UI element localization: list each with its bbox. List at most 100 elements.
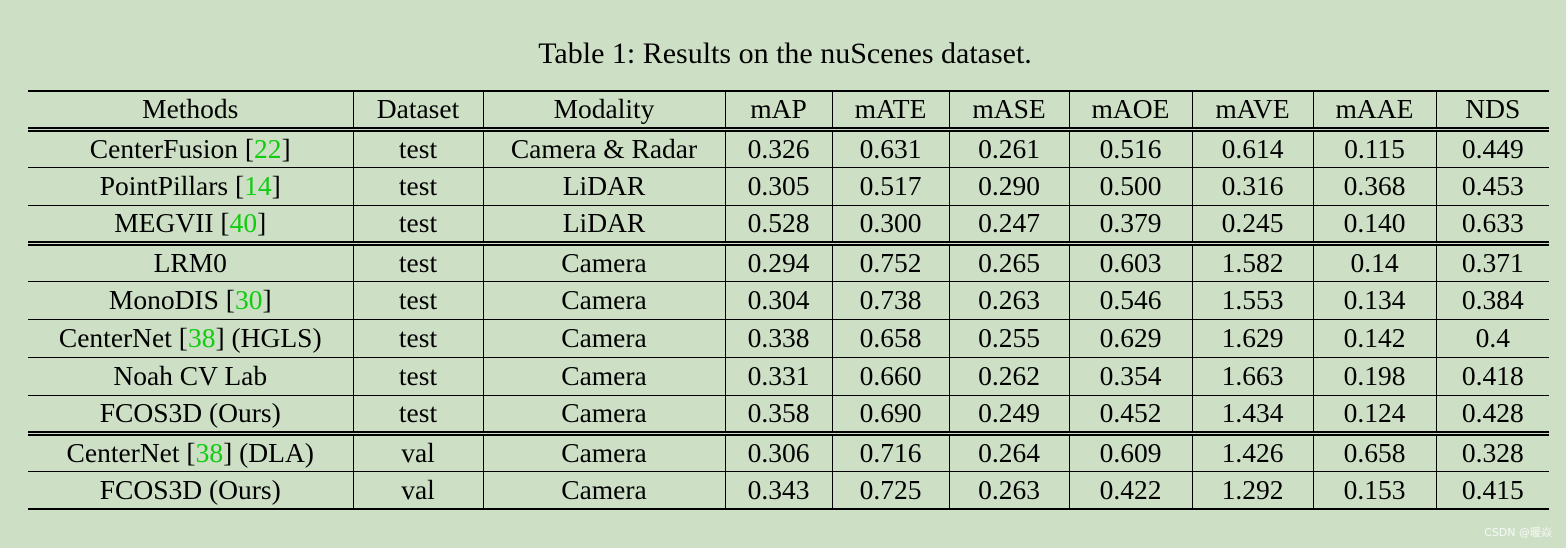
method-cell: CenterNet [38] (DLA): [66, 437, 314, 468]
metric-cell-maoe: 0.500: [1068, 167, 1192, 205]
metric-cell-mave: 1.292: [1191, 471, 1313, 509]
dataset-cell: test: [352, 167, 483, 205]
citation-link[interactable]: 14: [244, 170, 272, 201]
citation-link[interactable]: 38: [195, 437, 224, 468]
table-row: MEGVII [40] test LiDAR 0.528 0.300 0.247 0.379…: [28, 205, 1549, 243]
results-table: Methods Dataset Modality mAP mATE mASE m…: [28, 90, 1549, 510]
metric-cell-mate: 0.517: [831, 167, 949, 205]
method-name: FCOS3D (Ours): [99, 397, 281, 428]
metric-cell-mave: 1.582: [1191, 243, 1313, 281]
column-header: mAAE: [1312, 91, 1436, 129]
citation-link[interactable]: 38: [187, 322, 216, 353]
citation-link[interactable]: 22: [254, 133, 282, 164]
metric-cell-nds: 0.384: [1435, 281, 1549, 319]
metric-cell-map: 0.306: [724, 433, 832, 471]
table-row: CenterFusion [22] test Camera & Radar 0.326…: [28, 129, 1549, 167]
column-header: mAVE: [1191, 91, 1313, 129]
metric-cell-mase: 0.265: [948, 243, 1069, 281]
watermark: CSDN @暖焱: [1484, 526, 1552, 539]
metric-cell-mate: 0.660: [831, 357, 949, 395]
metric-cell-mave: 1.553: [1191, 281, 1313, 319]
modality-cell: LiDAR: [482, 205, 725, 243]
column-header: NDS: [1435, 91, 1549, 129]
column-header: mAOE: [1068, 91, 1192, 129]
metric-cell-map: 0.343: [724, 471, 832, 509]
modality-cell: Camera & Radar: [482, 129, 725, 167]
metric-cell-nds: 0.428: [1435, 395, 1549, 433]
method-name: CenterNet: [58, 322, 172, 353]
metric-cell-mave: 1.629: [1191, 319, 1313, 357]
method-name: MEGVII: [114, 207, 214, 238]
metric-cell-mate: 0.658: [831, 319, 949, 357]
metric-cell-mase: 0.261: [948, 129, 1069, 167]
method-cell: FCOS3D (Ours): [28, 395, 353, 433]
metric-cell-maae: 0.153: [1312, 471, 1436, 509]
modality-cell: Camera: [482, 281, 725, 319]
method-cell: PointPillars [14]: [99, 170, 281, 201]
method-name: LRM0: [153, 247, 227, 278]
metric-cell-nds: 0.4: [1435, 319, 1549, 357]
metric-cell-mate: 0.690: [831, 395, 949, 433]
table-row: Noah CV Lab test Camera 0.331 0.660 0.262 0.35…: [28, 357, 1549, 395]
citation-link[interactable]: 40: [229, 207, 258, 238]
metric-cell-maoe: 0.629: [1068, 319, 1192, 357]
metric-cell-mase: 0.255: [948, 319, 1069, 357]
table-caption: Table 1: Results on the nuScenes dataset…: [538, 37, 1032, 70]
column-header: mASE: [948, 91, 1069, 129]
metric-cell-mase: 0.249: [948, 395, 1069, 433]
metric-cell-mate: 0.631: [831, 129, 949, 167]
metric-cell-maoe: 0.546: [1068, 281, 1192, 319]
citation-link[interactable]: 30: [234, 284, 263, 315]
method-name: PointPillars: [99, 170, 229, 201]
modality-cell: Camera: [482, 319, 725, 357]
metric-cell-nds: 0.418: [1435, 357, 1549, 395]
metric-cell-map: 0.358: [724, 395, 832, 433]
metric-cell-map: 0.331: [724, 357, 832, 395]
metric-cell-nds: 0.371: [1435, 243, 1549, 281]
table-body: CenterFusion [22] test Camera & Radar 0.326…: [28, 129, 1549, 509]
metric-cell-mase: 0.247: [948, 205, 1069, 243]
dataset-cell: test: [352, 395, 483, 433]
modality-cell: Camera: [482, 243, 725, 281]
metric-cell-mase: 0.263: [948, 281, 1069, 319]
metric-cell-map: 0.305: [724, 167, 832, 205]
metric-cell-mave: 0.614: [1191, 129, 1313, 167]
metric-cell-mate: 0.738: [831, 281, 949, 319]
metric-cell-map: 0.326: [724, 129, 832, 167]
metric-cell-map: 0.528: [724, 205, 832, 243]
method-cell: MonoDIS [30]: [108, 284, 272, 315]
dataset-cell: test: [352, 129, 483, 167]
metric-cell-mate: 0.716: [831, 433, 949, 471]
metric-cell-map: 0.338: [724, 319, 832, 357]
table-row: MonoDIS [30] test Camera 0.304 0.738 0.263 0.5…: [28, 281, 1549, 319]
column-header: mAP: [724, 91, 832, 129]
method-cell: LRM0: [28, 243, 353, 281]
metric-cell-maoe: 0.422: [1068, 471, 1192, 509]
metric-cell-maoe: 0.609: [1068, 433, 1192, 471]
metric-cell-map: 0.294: [724, 243, 832, 281]
dataset-cell: test: [352, 357, 483, 395]
method-cell: MEGVII [40]: [114, 207, 267, 238]
method-cell: CenterNet [38] (HGLS): [58, 322, 322, 353]
header-row: Methods Dataset Modality mAP mATE mASE m…: [28, 91, 1549, 129]
table-row: FCOS3D (Ours) val Camera 0.343 0.725 0.263 0.4…: [28, 471, 1549, 509]
column-header: Modality: [482, 91, 725, 129]
dataset-cell: val: [352, 471, 483, 509]
metric-cell-mase: 0.263: [948, 471, 1069, 509]
metric-cell-nds: 0.415: [1435, 471, 1549, 509]
metric-cell-maoe: 0.354: [1068, 357, 1192, 395]
dataset-cell: test: [352, 243, 483, 281]
metric-cell-mave: 0.316: [1191, 167, 1313, 205]
method-name: Noah CV Lab: [113, 360, 268, 391]
modality-cell: Camera: [482, 433, 725, 471]
dataset-cell: test: [352, 319, 483, 357]
metric-cell-nds: 0.449: [1435, 129, 1549, 167]
method-name: CenterNet: [66, 437, 180, 468]
metric-cell-maae: 0.140: [1312, 205, 1436, 243]
metric-cell-maae: 0.142: [1312, 319, 1436, 357]
dataset-cell: test: [352, 281, 483, 319]
metric-cell-maae: 0.134: [1312, 281, 1436, 319]
metric-cell-mave: 0.245: [1191, 205, 1313, 243]
dataset-cell: test: [352, 205, 483, 243]
metric-cell-maae: 0.115: [1312, 129, 1436, 167]
